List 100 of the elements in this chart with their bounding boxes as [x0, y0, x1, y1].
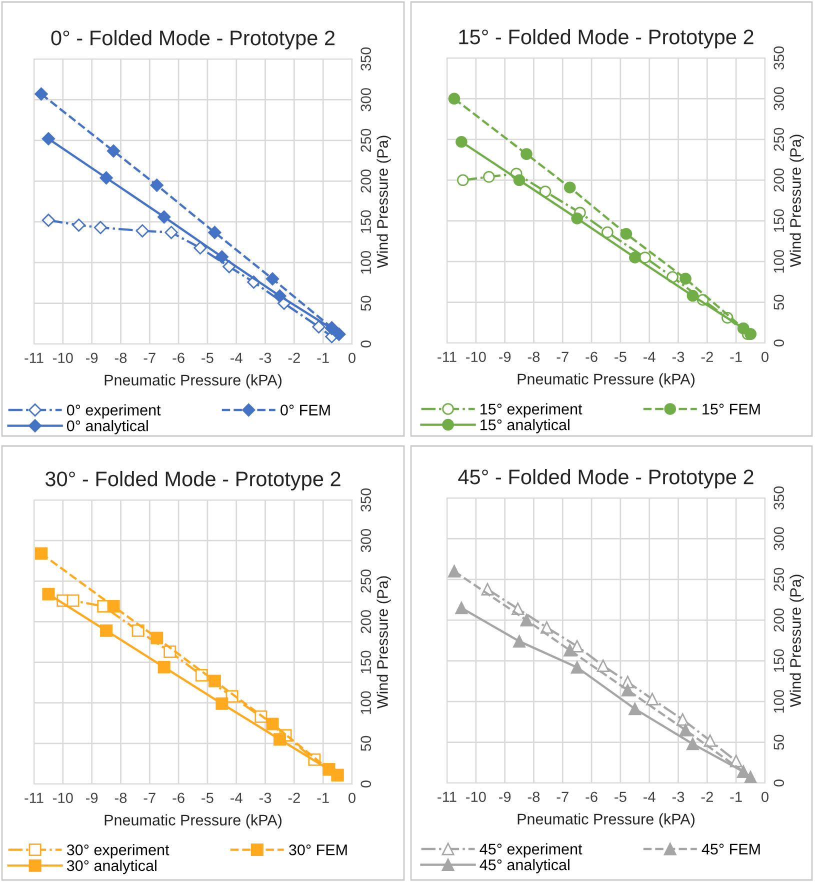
y-tick-label: 300	[774, 527, 784, 550]
legend-label: 0° experiment	[66, 404, 161, 419]
x-tick-label: -3	[259, 352, 272, 364]
y-tick-label: 50	[774, 294, 784, 310]
y-tick-label: 100	[360, 250, 372, 274]
y-tick-label: 150	[360, 650, 372, 674]
legend-label: 15° experiment	[480, 403, 582, 418]
x-axis-title: Pneumatic Pressure (kPA)	[518, 373, 694, 388]
x-tick-label: -6	[586, 792, 598, 802]
y-tick-label: 350	[774, 486, 784, 510]
legend-label: 0° analytical	[66, 420, 148, 434]
y-tick-label: 250	[774, 128, 784, 151]
x-tick-label: -1	[317, 352, 329, 363]
y-axis-title: Wind Pressure (Pa)	[790, 134, 804, 268]
x-tick-label: -2	[701, 352, 713, 362]
y-tick-label: 50	[360, 296, 372, 311]
x-tick-label: -2	[288, 352, 300, 363]
x-tick-label: -7	[556, 792, 568, 802]
x-tick-label: -11	[438, 352, 456, 362]
x-tick-label: -7	[144, 792, 156, 803]
x-tick-label: -9	[86, 352, 98, 364]
y-tick-label: 150	[774, 209, 784, 232]
x-tick-label: -6	[172, 352, 184, 364]
x-tick-label: -11	[24, 792, 44, 803]
x-tick-label: -5	[614, 352, 626, 362]
x-tick-label: -8	[528, 792, 540, 802]
y-tick-label: 150	[360, 210, 372, 233]
legend-label: 45° analytical	[480, 859, 570, 874]
y-tick-label: 350	[774, 46, 784, 70]
x-tick-label: -5	[202, 792, 214, 804]
legend-label: 15° FEM	[702, 404, 760, 414]
y-tick-label: 100	[360, 691, 372, 714]
x-tick-label: -7	[144, 352, 156, 363]
x-tick-label: -1	[317, 792, 329, 803]
chart-title: 15° - Folded Mode - Prototype 2	[459, 29, 754, 48]
legend-label: 30° FEM	[289, 844, 347, 856]
chart-title: 30° - Folded Mode - Prototype 2	[45, 471, 340, 490]
x-tick-label: -10	[53, 352, 73, 364]
y-tick-label: 250	[774, 568, 784, 591]
legend-label: 30° analytical	[66, 860, 156, 874]
legend-label: 0° FEM	[280, 404, 330, 416]
y-tick-label: 300	[360, 88, 372, 112]
x-tick-label: -4	[644, 352, 656, 362]
legend-label: 15° analytical	[480, 419, 570, 434]
y-tick-label: 100	[774, 250, 784, 273]
x-tick-label: -9	[498, 792, 511, 802]
x-tick-label: -8	[114, 352, 127, 364]
chart-title: 0° - Folded Mode - Prototype 2	[51, 30, 335, 50]
x-tick-label: -4	[644, 792, 656, 802]
x-tick-label: -10	[466, 792, 486, 802]
x-axis-title: Pneumatic Pressure (kPA)	[104, 374, 282, 388]
y-tick-label: 50	[360, 736, 372, 751]
y-axis-title: Wind Pressure (Pa)	[376, 136, 391, 268]
y-tick-label: 150	[774, 649, 784, 672]
x-tick-label: -11	[24, 352, 44, 363]
y-tick-label: 0	[774, 780, 784, 786]
x-tick-label: -3	[672, 352, 684, 362]
x-tick-label: -5	[202, 352, 214, 364]
x-tick-label: -10	[466, 352, 486, 362]
x-tick-label: -3	[672, 792, 684, 802]
chart-title: 45° - Folded Mode - Prototype 2	[458, 469, 754, 488]
legend-label: 30° experiment	[66, 844, 170, 858]
y-tick-label: 350	[360, 47, 372, 71]
x-tick-label: -6	[586, 352, 598, 362]
x-tick-label: -9	[498, 352, 511, 362]
x-tick-label: -3	[259, 792, 272, 804]
x-tick-label: -1	[730, 792, 742, 802]
x-axis-title: Pneumatic Pressure (kPA)	[104, 814, 282, 828]
y-tick-label: 0	[774, 340, 784, 346]
x-tick-label: 0	[348, 352, 356, 364]
x-tick-label: -1	[730, 352, 742, 362]
x-tick-label: -4	[230, 352, 242, 363]
y-tick-label: 350	[360, 488, 372, 512]
x-tick-label: -10	[53, 792, 73, 804]
y-tick-label: 300	[774, 87, 784, 110]
x-tick-label: -7	[556, 352, 568, 362]
y-tick-label: 0	[360, 340, 372, 348]
x-tick-label: -8	[114, 792, 127, 804]
y-tick-label: 250	[360, 128, 372, 152]
x-tick-label: -9	[86, 792, 98, 804]
y-tick-label: 50	[774, 734, 784, 750]
y-tick-label: 200	[360, 610, 372, 634]
y-axis-title: Wind Pressure (Pa)	[790, 574, 804, 708]
y-tick-label: 250	[360, 570, 372, 593]
y-tick-label: 200	[360, 170, 372, 193]
x-tick-label: -2	[701, 792, 713, 802]
x-tick-label: -11	[438, 792, 456, 802]
y-tick-label: 200	[774, 608, 784, 632]
x-axis-title: Pneumatic Pressure (kPA)	[518, 813, 694, 828]
y-tick-label: 300	[360, 528, 372, 552]
x-tick-label: -2	[288, 792, 300, 803]
legend-label: 45° FEM	[702, 844, 760, 854]
y-tick-label: 100	[774, 690, 784, 713]
x-tick-label: -5	[614, 792, 626, 802]
legend-label: 45° experiment	[480, 843, 582, 858]
x-tick-label: -6	[172, 792, 184, 804]
x-tick-label: 0	[762, 352, 768, 362]
y-axis-title: Wind Pressure (Pa)	[376, 576, 391, 709]
x-tick-label: 0	[348, 792, 356, 804]
x-tick-label: -8	[528, 352, 540, 362]
